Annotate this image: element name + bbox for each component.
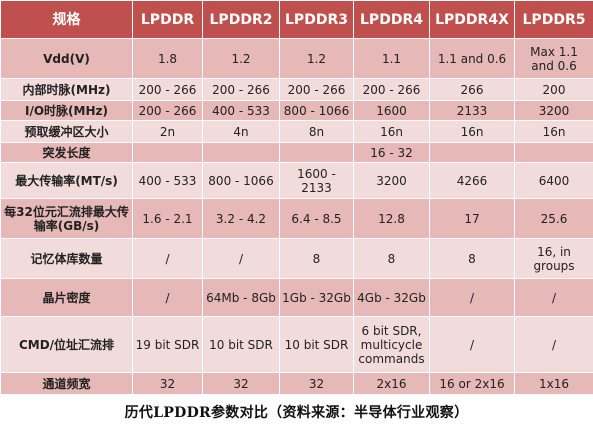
table-cell: 3200 bbox=[353, 162, 430, 199]
table-cell: 400 - 533 bbox=[132, 162, 203, 199]
table-cell: 1.8 bbox=[132, 38, 203, 79]
table-cell: 1.1 bbox=[353, 38, 430, 79]
table-cell: 800 - 1066 bbox=[279, 100, 354, 121]
table-cell bbox=[202, 142, 280, 163]
table-cell: 4n bbox=[202, 120, 280, 143]
table-header-row: 规格 LPDDR LPDDR2 LPDDR3 LPDDR4 LPDDR4X LP… bbox=[0, 0, 593, 39]
table-row: CMD/位址汇流排 19 bit SDR 10 bit SDR 10 bit S… bbox=[0, 316, 593, 373]
header-lpddr5: LPDDR5 bbox=[514, 0, 593, 39]
table-cell: 6.4 - 8.5 bbox=[279, 198, 354, 239]
table-cell bbox=[279, 142, 354, 163]
table-cell: 10 bit SDR bbox=[279, 316, 354, 373]
table-cell: 2133 bbox=[429, 100, 515, 121]
table-cell bbox=[132, 142, 203, 163]
table-cell: 1.2 bbox=[202, 38, 280, 79]
table-cell: 3200 bbox=[514, 100, 593, 121]
table-cell: 19 bit SDR bbox=[132, 316, 203, 373]
row-label: Vdd(V) bbox=[0, 38, 133, 79]
header-lpddr4x: LPDDR4X bbox=[429, 0, 515, 39]
table-cell: 200 - 266 bbox=[132, 78, 203, 101]
table-row: 晶片密度 / 64Mb - 8Gb 1Gb - 32Gb 4Gb - 32Gb … bbox=[0, 278, 593, 317]
table-cell: 400 - 533 bbox=[202, 100, 280, 121]
table-cell: 1600 bbox=[353, 100, 430, 121]
table-caption: 历代LPDDR参数对比（资料来源：半导体行业观察） bbox=[124, 405, 469, 421]
table-cell: 16 - 32 bbox=[353, 142, 430, 163]
table-cell: / bbox=[132, 278, 203, 317]
table-cell: 6400 bbox=[514, 162, 593, 199]
table-cell: 200 - 266 bbox=[132, 100, 203, 121]
table-cell: 1.1 and 0.6 bbox=[429, 38, 515, 79]
row-label: 突发长度 bbox=[0, 142, 133, 163]
row-label: 内部时脉(MHz) bbox=[0, 78, 133, 101]
table-cell: 17 bbox=[429, 198, 515, 239]
table-row: 预取缓冲区大小 2n 4n 8n 16n 16n 16n bbox=[0, 120, 593, 143]
row-label: 晶片密度 bbox=[0, 278, 133, 317]
table-row: 通道频宽 32 32 32 2x16 16 or 2x16 1x16 bbox=[0, 372, 593, 395]
table-cell: / bbox=[514, 316, 593, 373]
table-cell: 2x16 bbox=[353, 372, 430, 395]
table-cell: 16n bbox=[353, 120, 430, 143]
table-cell: / bbox=[202, 238, 280, 279]
table-cell: 16n bbox=[514, 120, 593, 143]
row-label: CMD/位址汇流排 bbox=[0, 316, 133, 373]
table-cell: 200 - 266 bbox=[353, 78, 430, 101]
table-cell: 10 bit SDR bbox=[202, 316, 280, 373]
table-cell: 25.6 bbox=[514, 198, 593, 239]
table-cell: 1x16 bbox=[514, 372, 593, 395]
header-lpddr3: LPDDR3 bbox=[279, 0, 354, 39]
table-cell: 266 bbox=[429, 78, 515, 101]
table-cell: / bbox=[132, 238, 203, 279]
lpddr-spec-table-wrapper: 规格 LPDDR LPDDR2 LPDDR3 LPDDR4 LPDDR4X LP… bbox=[0, 0, 593, 395]
table-cell: 16n bbox=[429, 120, 515, 143]
table-row: 记忆体库数量 / / 8 8 8 16, in groups bbox=[0, 238, 593, 279]
table-cell: 200 - 266 bbox=[202, 78, 280, 101]
row-label: 记忆体库数量 bbox=[0, 238, 133, 279]
table-cell: 6 bit SDR, multicycle commands bbox=[353, 316, 430, 373]
table-row: 每32位元汇流排最大传输率(GB/s) 1.6 - 2.1 3.2 - 4.2 … bbox=[0, 198, 593, 239]
table-cell: 4Gb - 32Gb bbox=[353, 278, 430, 317]
table-cell: 8 bbox=[279, 238, 354, 279]
table-cell: 16, in groups bbox=[514, 238, 593, 279]
table-cell: 1.2 bbox=[279, 38, 354, 79]
table-row: I/O时脉(MHz) 200 - 266 400 - 533 800 - 106… bbox=[0, 100, 593, 121]
row-label: 每32位元汇流排最大传输率(GB/s) bbox=[0, 198, 133, 239]
row-label: I/O时脉(MHz) bbox=[0, 100, 133, 121]
table-cell: 1600 - 2133 bbox=[279, 162, 354, 199]
table-cell: 4266 bbox=[429, 162, 515, 199]
table-cell: 32 bbox=[279, 372, 354, 395]
table-row: 最大传输率(MT/s) 400 - 533 800 - 1066 1600 - … bbox=[0, 162, 593, 199]
table-row: Vdd(V) 1.8 1.2 1.2 1.1 1.1 and 0.6 Max 1… bbox=[0, 38, 593, 79]
table-cell: / bbox=[429, 278, 515, 317]
lpddr-spec-table: 规格 LPDDR LPDDR2 LPDDR3 LPDDR4 LPDDR4X LP… bbox=[0, 0, 593, 395]
table-cell: 8n bbox=[279, 120, 354, 143]
table-cell: 1.6 - 2.1 bbox=[132, 198, 203, 239]
table-cell: 800 - 1066 bbox=[202, 162, 280, 199]
table-cell: / bbox=[514, 278, 593, 317]
header-lpddr: LPDDR bbox=[132, 0, 203, 39]
table-cell: 8 bbox=[429, 238, 515, 279]
table-row: 内部时脉(MHz) 200 - 266 200 - 266 200 - 266 … bbox=[0, 78, 593, 101]
table-cell: 32 bbox=[202, 372, 280, 395]
row-label: 最大传输率(MT/s) bbox=[0, 162, 133, 199]
table-cell: 200 bbox=[514, 78, 593, 101]
table-cell: 200 - 266 bbox=[279, 78, 354, 101]
header-spec: 规格 bbox=[0, 0, 133, 39]
header-lpddr4: LPDDR4 bbox=[353, 0, 430, 39]
header-lpddr2: LPDDR2 bbox=[202, 0, 280, 39]
table-cell: 2n bbox=[132, 120, 203, 143]
table-cell: 3.2 - 4.2 bbox=[202, 198, 280, 239]
table-cell: / bbox=[429, 316, 515, 373]
table-cell: 32 bbox=[132, 372, 203, 395]
table-cell bbox=[429, 142, 515, 163]
table-cell bbox=[514, 142, 593, 163]
table-cell: 1Gb - 32Gb bbox=[279, 278, 354, 317]
table-cell: 16 or 2x16 bbox=[429, 372, 515, 395]
table-cell: Max 1.1 and 0.6 bbox=[514, 38, 593, 79]
row-label: 通道频宽 bbox=[0, 372, 133, 395]
table-row: 突发长度 16 - 32 bbox=[0, 142, 593, 163]
table-cell: 64Mb - 8Gb bbox=[202, 278, 280, 317]
table-cell: 12.8 bbox=[353, 198, 430, 239]
table-cell: 8 bbox=[353, 238, 430, 279]
row-label: 预取缓冲区大小 bbox=[0, 120, 133, 143]
